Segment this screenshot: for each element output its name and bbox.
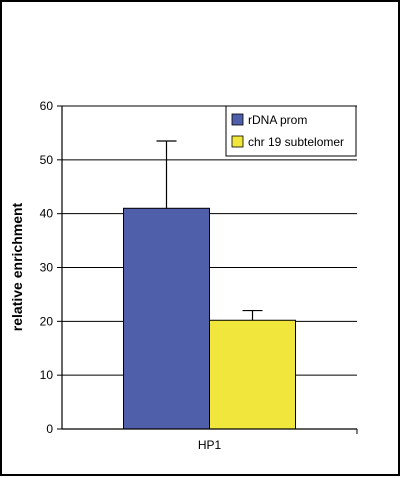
x-tick-labels: HP1 <box>198 438 222 452</box>
legend: rDNA prom chr 19 subtelomer <box>225 105 357 157</box>
bars <box>123 207 296 430</box>
legend-box <box>225 105 357 157</box>
bar-rdna-prom <box>123 207 210 430</box>
y-tick-label-40: 40 <box>40 207 54 221</box>
y-tick-label-0: 0 <box>46 422 53 436</box>
y-axis-label: relative enrichment <box>9 202 25 331</box>
x-tick-label-0: HP1 <box>198 438 222 452</box>
y-tick-label-20: 20 <box>40 314 54 328</box>
axes <box>57 105 358 434</box>
error-bars <box>156 140 263 321</box>
y-tick-label-50: 50 <box>40 153 54 167</box>
legend-swatch-chr19 <box>231 135 244 148</box>
legend-label-rdna: rDNA prom <box>248 113 307 127</box>
y-tick-labels: 0 10 20 30 40 50 60 <box>40 99 54 436</box>
y-tick-label-10: 10 <box>40 368 54 382</box>
legend-label-chr19: chr 19 subtelomer <box>248 135 344 149</box>
legend-swatch-rdna <box>231 113 244 126</box>
y-tick-label-30: 30 <box>40 261 54 275</box>
bar-chr-19-subtelomer <box>209 319 296 430</box>
y-tick-label-60: 60 <box>40 99 54 113</box>
